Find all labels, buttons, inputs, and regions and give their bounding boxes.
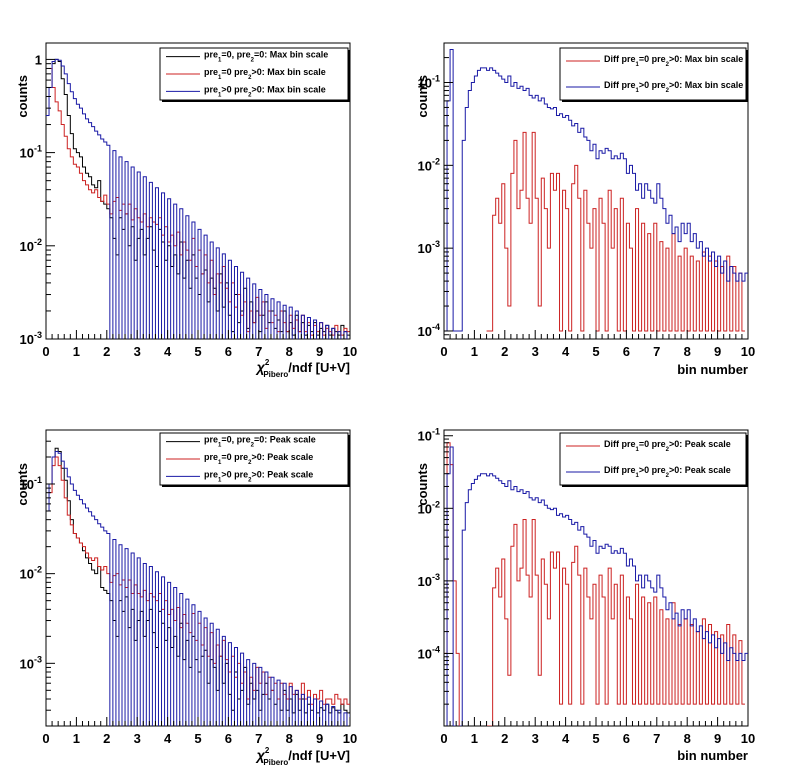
- x-tick-label: 8: [684, 731, 691, 746]
- series-line-blue: [444, 49, 748, 332]
- x-tick-label: 2: [103, 344, 110, 359]
- y-axis-title: counts: [415, 75, 430, 118]
- series-group: [444, 49, 748, 332]
- x-tick-label: 1: [73, 344, 80, 359]
- x-tick-label: 0: [440, 344, 447, 359]
- x-tick-label: 9: [316, 344, 323, 359]
- legend-entry: Diff pre1=0 pre2>0: Max bin scale: [604, 54, 743, 68]
- legend-box: [559, 432, 747, 486]
- x-tick-label: 2: [501, 344, 508, 359]
- legend-entry: Diff pre1=0 pre2>0: Peak scale: [604, 439, 731, 453]
- y-axis-title: counts: [415, 463, 430, 506]
- x-tick-label: 1: [73, 731, 80, 746]
- series-line-blue: [46, 451, 350, 726]
- x-axis-title: χ2 Pibero/ndf [U+V]: [255, 746, 350, 767]
- x-tick-label: 5: [592, 731, 599, 746]
- x-tick-label: 2: [501, 731, 508, 746]
- legend-entry: pre1>0 pre2>0: Peak scale: [204, 469, 313, 483]
- y-tick-label: 10-4: [418, 322, 440, 339]
- legend-entry: pre1=0, pre2=0: Peak scale: [204, 435, 316, 449]
- x-tick-label: 2: [103, 731, 110, 746]
- x-axis-title: χ2 Pibero/ndf [U+V]: [255, 358, 350, 379]
- x-tick-label: 0: [42, 731, 49, 746]
- x-tick-label: 4: [164, 731, 172, 746]
- legend-box: [559, 47, 747, 101]
- x-tick-label: 4: [164, 344, 172, 359]
- series-line-red: [49, 67, 350, 336]
- x-tick-label: 8: [286, 344, 293, 359]
- x-tick-label: 6: [623, 731, 630, 746]
- legend-entry: pre1=0 pre2>0: Max bin scale: [204, 67, 326, 81]
- y-tick-label: 10-1: [418, 74, 440, 91]
- x-tick-label: 0: [42, 344, 49, 359]
- y-tick-label: 10-3: [20, 654, 42, 671]
- legend: pre1=0, pre2=0: Max bin scale pre1=0 pre2…: [159, 47, 350, 102]
- x-tick-label: 5: [194, 344, 201, 359]
- y-tick-label: 10-2: [20, 237, 42, 254]
- x-tick-label: 10: [343, 731, 357, 746]
- y-tick-label: 10-4: [418, 644, 440, 661]
- series-group: [46, 58, 350, 339]
- x-tick-label: 7: [255, 731, 262, 746]
- y-tick-label: 1: [35, 52, 42, 67]
- y-tick-label: 10-1: [20, 144, 42, 161]
- legend-entry: Diff pre1>0 pre2>0: Peak scale: [604, 465, 731, 479]
- y-axis-title: counts: [15, 75, 30, 118]
- series-group: [444, 442, 748, 726]
- x-tick-label: 6: [225, 731, 232, 746]
- x-tick-label: 5: [194, 731, 201, 746]
- x-tick-label: 9: [714, 731, 721, 746]
- legend: pre1=0, pre2=0: Peak scale pre1=0 pre2>0:…: [159, 432, 350, 487]
- legend: Diff pre1=0 pre2>0: Peak scale Diff pre1>…: [559, 432, 748, 487]
- x-tick-label: 3: [532, 731, 539, 746]
- x-tick-label: 10: [741, 731, 755, 746]
- x-tick-label: 8: [286, 731, 293, 746]
- y-tick-label: 10-2: [418, 499, 440, 516]
- x-tick-label: 7: [653, 344, 660, 359]
- y-tick-label: 10-2: [418, 156, 440, 173]
- x-axis-title: bin number: [677, 748, 748, 763]
- x-axis-title: bin number: [677, 362, 748, 377]
- x-tick-label: 7: [255, 344, 262, 359]
- x-tick-label: 4: [562, 344, 570, 359]
- y-tick-label: 10-3: [418, 239, 440, 256]
- x-tick-label: 9: [316, 731, 323, 746]
- x-tick-label: 6: [225, 344, 232, 359]
- series-line-red: [486, 131, 745, 332]
- x-tick-label: 10: [741, 344, 755, 359]
- series-group: [46, 447, 350, 726]
- y-tick-label: 10-1: [20, 475, 42, 492]
- x-tick-label: 3: [532, 344, 539, 359]
- legend-entry: Diff pre1>0 pre2>0: Max bin scale: [604, 80, 743, 94]
- x-tick-label: 7: [653, 731, 660, 746]
- legend-entry: pre1>0 pre2>0: Max bin scale: [204, 84, 326, 98]
- x-tick-label: 6: [623, 344, 630, 359]
- y-axis-title: counts: [15, 463, 30, 506]
- y-tick-label: 10-1: [418, 427, 440, 444]
- x-tick-label: 1: [471, 344, 478, 359]
- chart-panel-chi2-max-bin: 0 1 2 3 4 5 6 7 8 9 10 10-3 10-2 10-1 1 counts χ2 Pibero/…: [15, 42, 357, 379]
- y-tick-label: 10-3: [20, 330, 42, 347]
- y-tick-label: 10-3: [418, 572, 440, 589]
- legend-entry: pre1=0, pre2=0: Max bin scale: [204, 50, 328, 64]
- x-tick-label: 10: [343, 344, 357, 359]
- x-tick-label: 8: [684, 344, 691, 359]
- x-tick-label: 4: [562, 731, 570, 746]
- series-line-blue: [46, 58, 350, 339]
- x-tick-label: 3: [134, 731, 141, 746]
- x-tick-label: 3: [134, 344, 141, 359]
- x-tick-label: 0: [440, 731, 447, 746]
- series-line-blue: [444, 446, 748, 726]
- x-tick-label: 1: [471, 731, 478, 746]
- x-tick-label: 5: [592, 344, 599, 359]
- y-tick-label: 10-2: [20, 565, 42, 582]
- legend: Diff pre1=0 pre2>0: Max bin scale Diff pr…: [559, 47, 748, 102]
- legend-entry: pre1=0 pre2>0: Peak scale: [204, 452, 313, 466]
- x-tick-label: 9: [714, 344, 721, 359]
- chart-panel-diff-peak: 0 1 2 3 4 5 6 7 8 9 10 10-4 10-3 10-2 10-1 counts bin nu…: [415, 427, 755, 763]
